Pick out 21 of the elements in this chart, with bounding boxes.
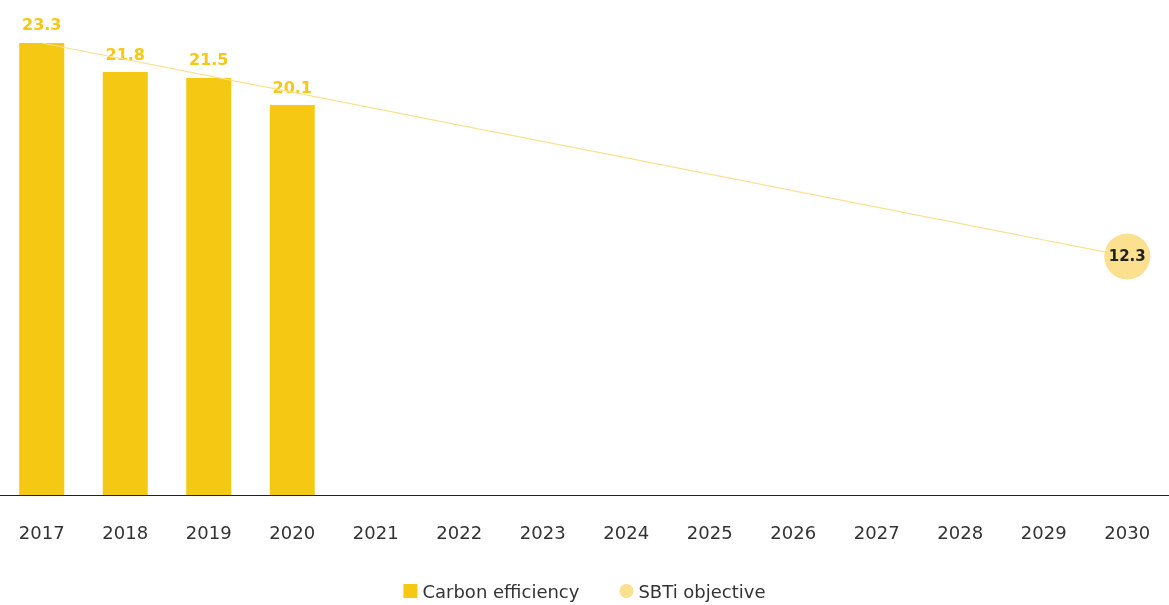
x-tick-label: 2017 — [18, 521, 65, 543]
x-tick-label: 2018 — [102, 521, 149, 543]
legend-label: Carbon efficiency — [422, 580, 580, 602]
x-tick-label: 2019 — [185, 521, 232, 543]
x-tick-label: 2027 — [853, 521, 900, 543]
x-tick-label: 2023 — [519, 521, 566, 543]
x-tick-label: 2028 — [937, 521, 984, 543]
legend-label: SBTi objective — [638, 580, 766, 602]
x-tick-label: 2029 — [1020, 521, 1067, 543]
x-tick-label: 2026 — [770, 521, 817, 543]
x-tick-label: 2024 — [603, 521, 650, 543]
data-label: 12.3 — [1108, 247, 1146, 266]
data-label: 21.8 — [105, 44, 145, 64]
x-tick-label: 2025 — [686, 521, 733, 543]
data-label: 21.5 — [189, 50, 229, 70]
data-label: 23.3 — [22, 15, 62, 35]
x-tick-label: 2022 — [436, 521, 483, 543]
x-tick-label: 2020 — [269, 521, 316, 543]
x-tick-label: 2030 — [1104, 521, 1151, 543]
x-tick-label: 2021 — [352, 521, 399, 543]
data-label: 20.1 — [272, 77, 312, 97]
